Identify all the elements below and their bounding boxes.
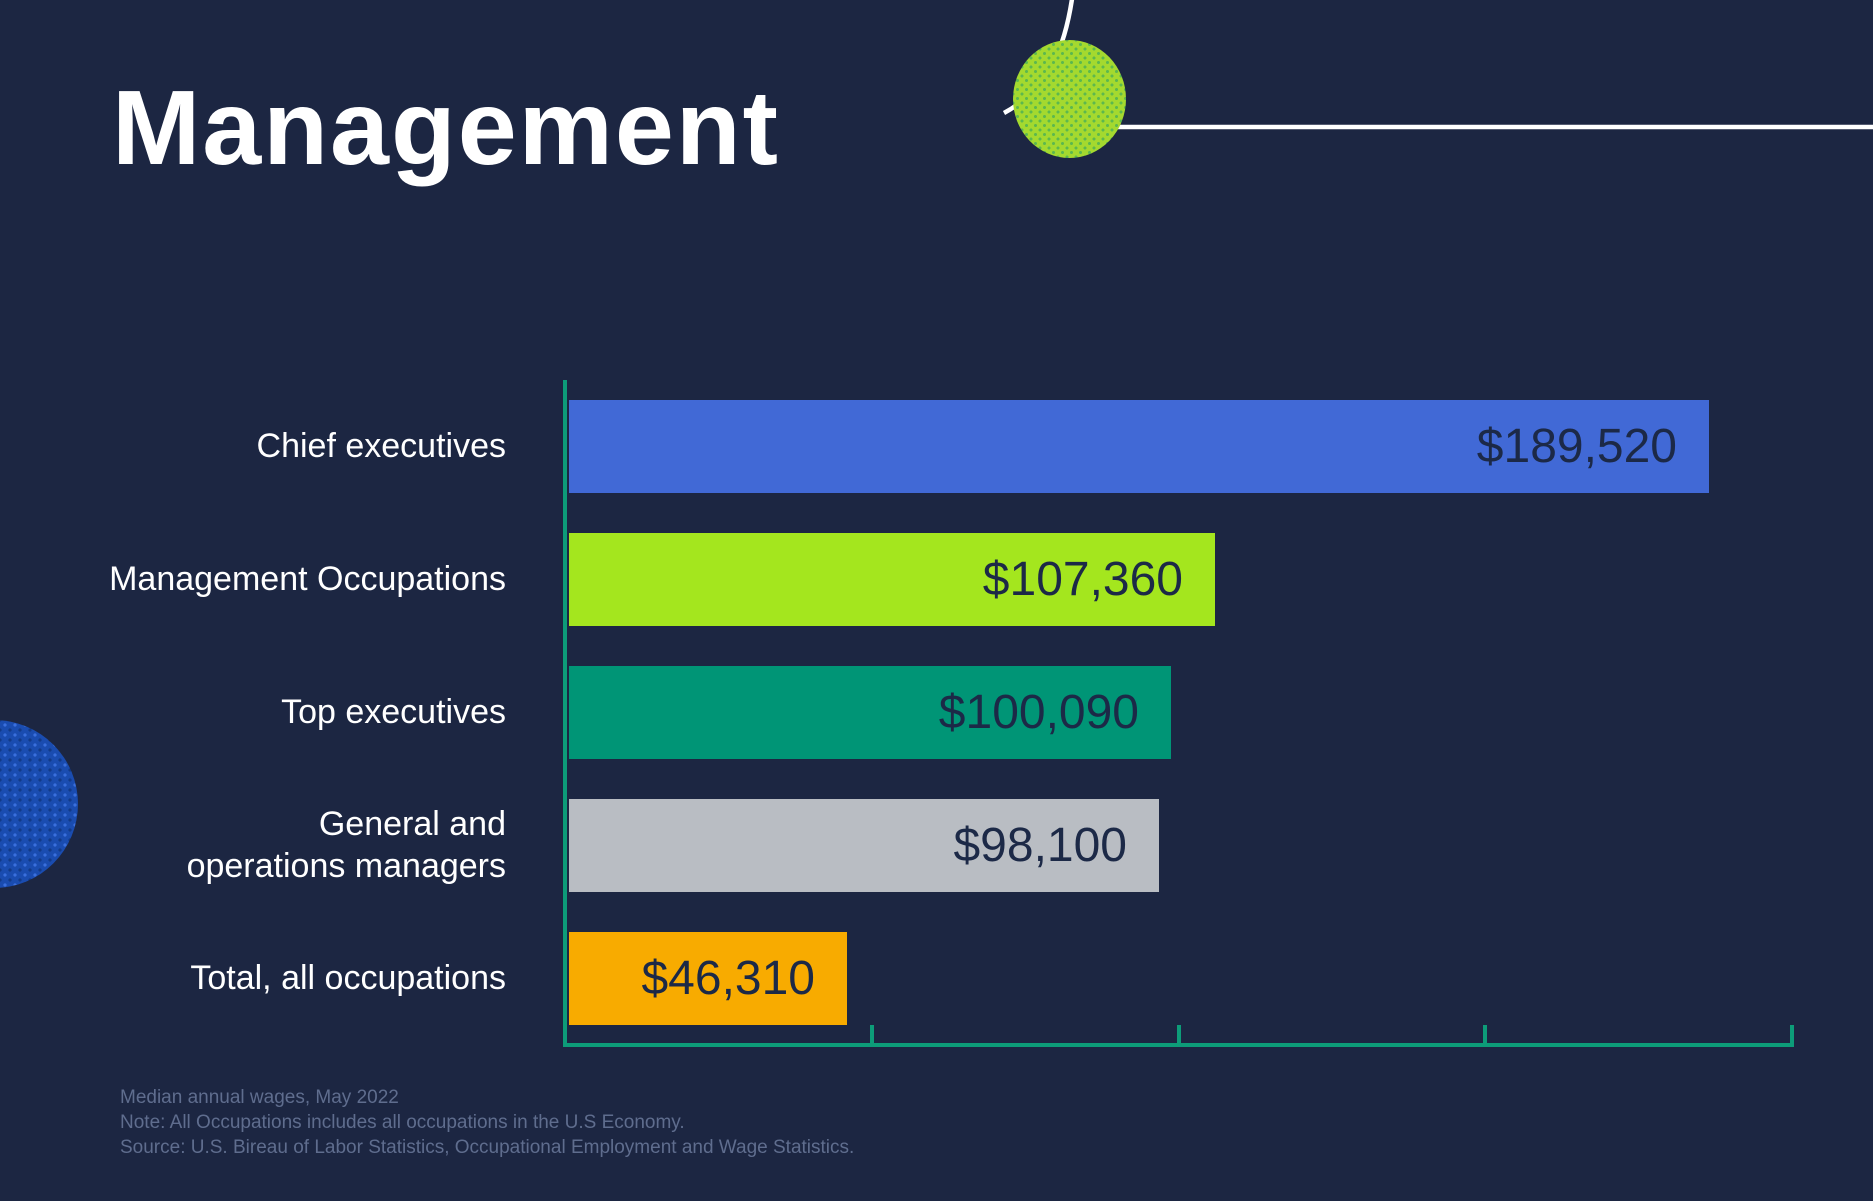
bar-label: Management Occupations xyxy=(109,559,506,598)
bar-label: Total, all occupations xyxy=(190,958,506,997)
bar-value: $46,310 xyxy=(641,952,815,1005)
x-axis-tick xyxy=(1176,1025,1181,1043)
chart-notes: Median annual wages, May 2022 Note: All … xyxy=(120,1085,854,1160)
bar-label: General and operations managers xyxy=(186,805,506,885)
x-axis-tick xyxy=(1483,1025,1488,1043)
x-axis-line xyxy=(563,1043,1794,1047)
bar-value: $100,090 xyxy=(938,686,1139,739)
bar-label: Chief executives xyxy=(256,426,506,465)
bar: $46,310 xyxy=(569,932,847,1025)
bar-value: $189,520 xyxy=(1476,420,1677,473)
bar: $98,100 xyxy=(569,799,1159,892)
note-source: Source: U.S. Bireau of Labor Statistics,… xyxy=(120,1137,855,1158)
bar-value: $107,360 xyxy=(982,553,1183,606)
x-axis-tick xyxy=(1790,1025,1794,1043)
page-title: Management xyxy=(112,69,780,187)
bar-label: Top executives xyxy=(281,692,506,731)
bar: $107,360 xyxy=(569,533,1215,626)
y-axis-line xyxy=(563,380,567,1047)
note-wages-date: Median annual wages, May 2022 xyxy=(120,1087,399,1108)
bar-value: $98,100 xyxy=(953,819,1127,872)
bar: $189,520 xyxy=(569,400,1709,493)
decorative-green-circle xyxy=(1013,40,1126,158)
x-axis-tick xyxy=(869,1025,874,1043)
bar: $100,090 xyxy=(569,666,1171,759)
note-all-occupations: Note: All Occupations includes all occup… xyxy=(120,1112,685,1133)
